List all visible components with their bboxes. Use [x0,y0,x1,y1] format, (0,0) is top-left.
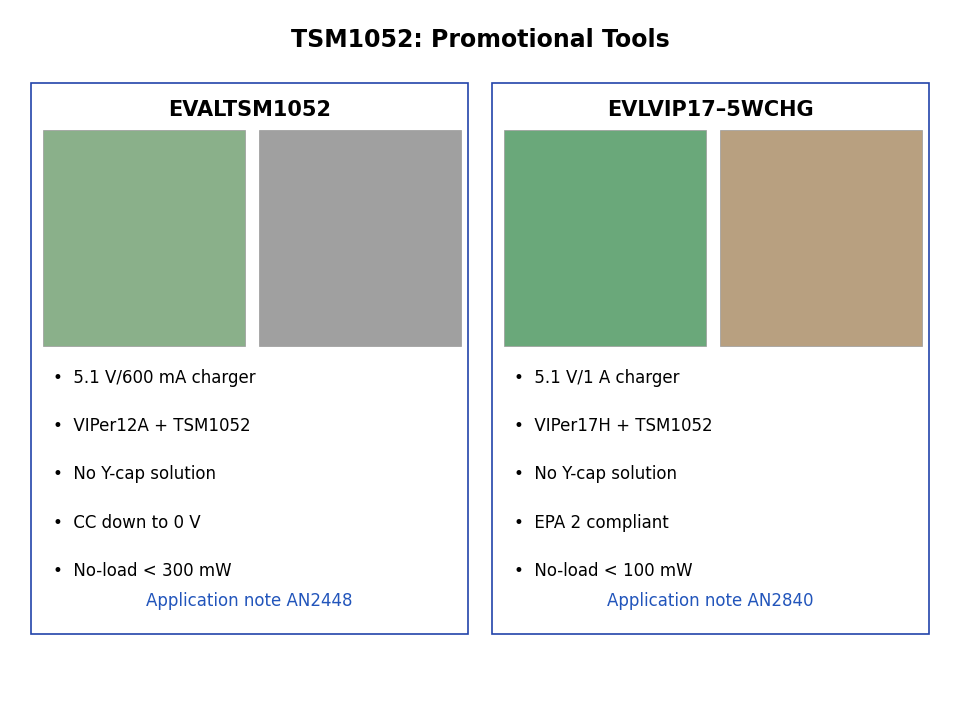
Text: Application note AN2448: Application note AN2448 [146,592,353,610]
Bar [504,130,706,346]
Text: •  No-load < 100 mW: • No-load < 100 mW [514,562,692,580]
Text: •  VIPer17H + TSM1052: • VIPer17H + TSM1052 [514,418,712,435]
Text: TSM1052: Promotional Tools: TSM1052: Promotional Tools [291,27,669,52]
Bar [31,83,468,634]
Text: Application note AN2840: Application note AN2840 [607,592,814,610]
Text: •  EPA 2 compliant: • EPA 2 compliant [514,514,668,531]
Text: •  CC down to 0 V: • CC down to 0 V [53,514,201,531]
Text: •  No Y-cap solution: • No Y-cap solution [53,466,216,484]
Text: EVALTSM1052: EVALTSM1052 [168,100,331,120]
Bar [43,130,245,346]
Bar [492,83,929,634]
Text: •  5.1 V/600 mA charger: • 5.1 V/600 mA charger [53,369,255,387]
Text: •  No Y-cap solution: • No Y-cap solution [514,466,677,484]
Bar [259,130,461,346]
Text: EVLVIP17–5WCHG: EVLVIP17–5WCHG [607,100,814,120]
Bar [720,130,922,346]
Text: •  5.1 V/1 A charger: • 5.1 V/1 A charger [514,369,679,387]
Text: •  No-load < 300 mW: • No-load < 300 mW [53,562,231,580]
Text: •  VIPer12A + TSM1052: • VIPer12A + TSM1052 [53,418,251,435]
